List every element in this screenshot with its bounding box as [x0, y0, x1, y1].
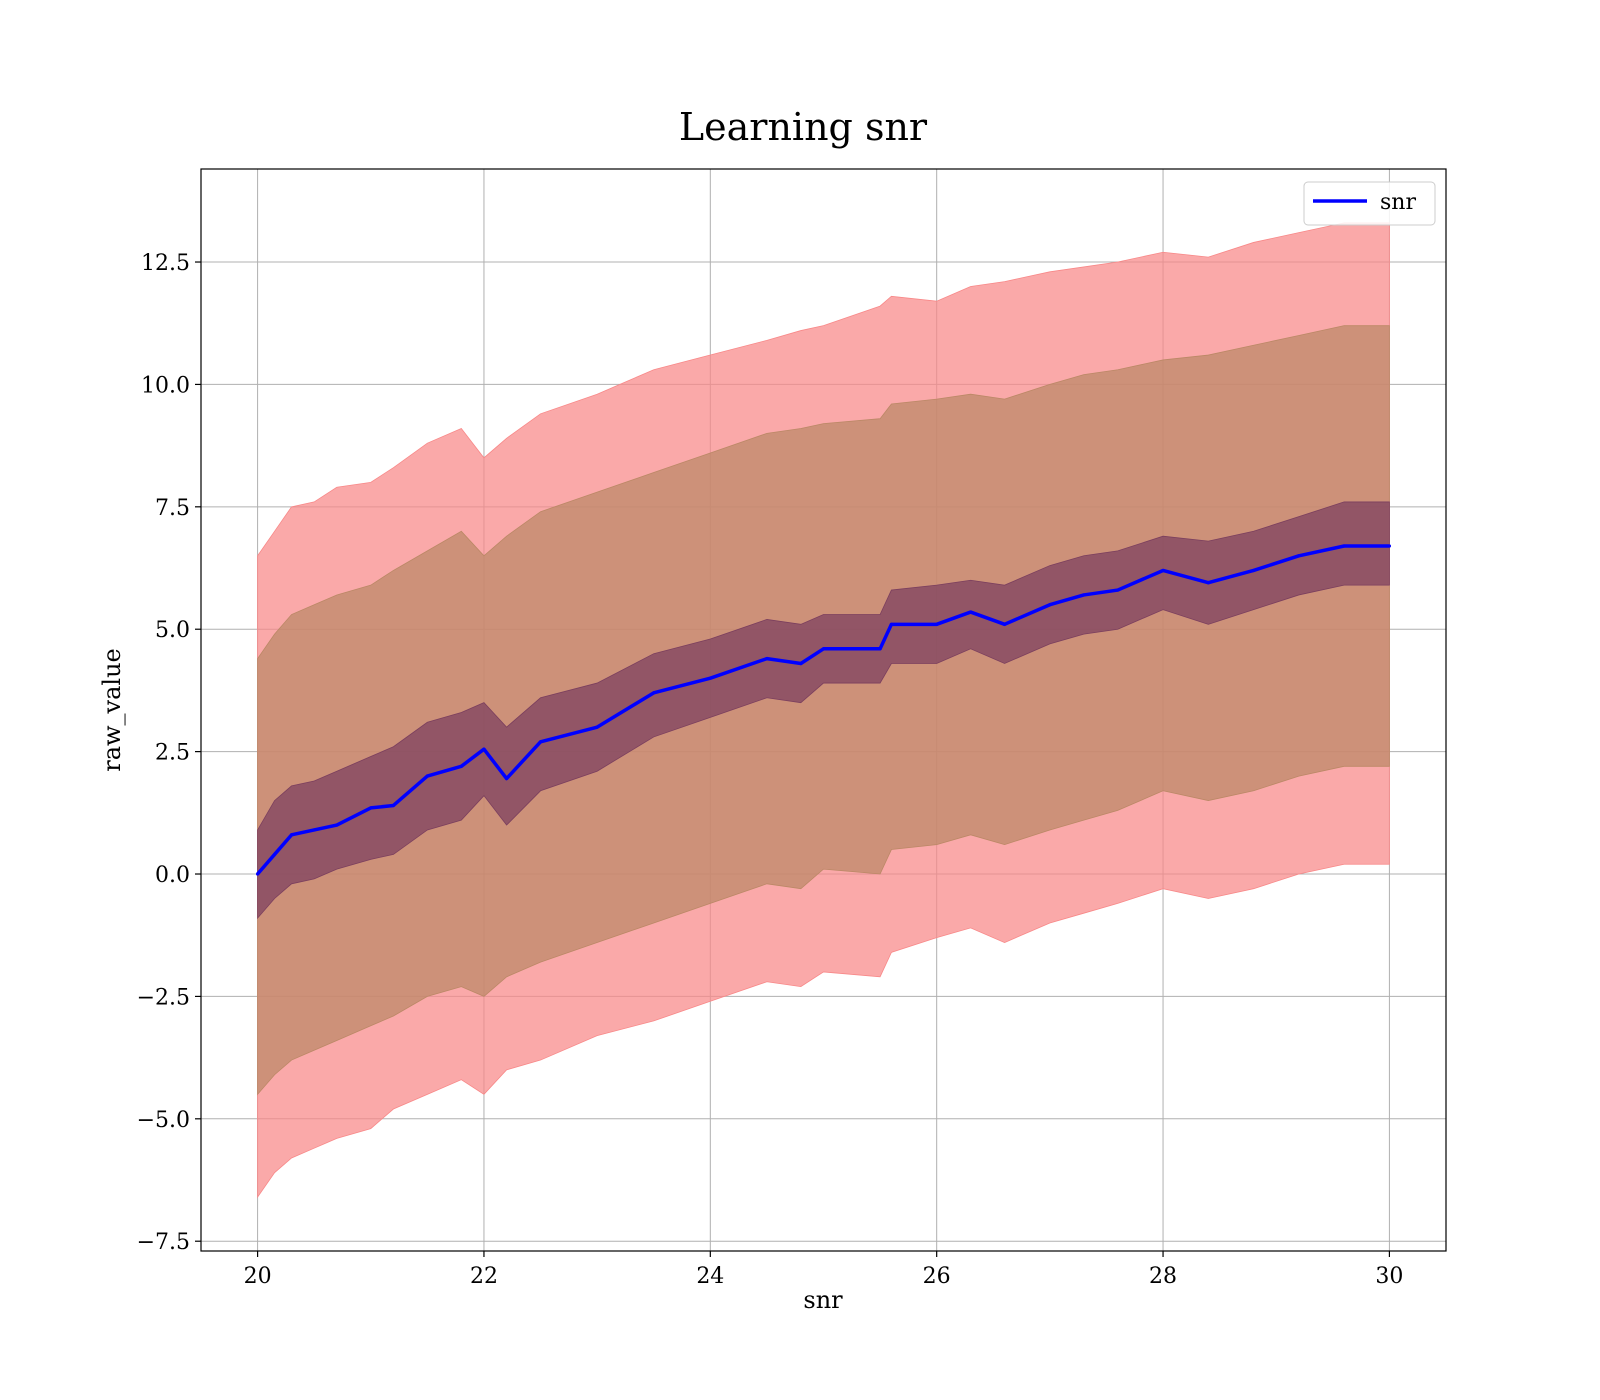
y-tick-label: 7.5: [155, 496, 190, 521]
data-point: [459, 764, 463, 768]
legend: snr: [1303, 181, 1436, 226]
legend-label-snr: snr: [1380, 190, 1416, 215]
data-point: [821, 647, 826, 651]
data-point: [312, 828, 316, 832]
y-tick-label: 2.5: [155, 741, 190, 766]
x-axis-ticks: 20 22 24 26 28 30: [244, 1251, 1403, 1289]
x-tick-label: 28: [1149, 1264, 1177, 1289]
x-axis-label: snr: [803, 1286, 843, 1314]
confidence-bands: [257, 222, 1390, 1199]
data-point: [1082, 593, 1086, 597]
data-point: [482, 747, 486, 751]
x-tick-label: 30: [1375, 1264, 1403, 1289]
y-axis-label: raw_value: [98, 648, 126, 772]
data-point: [969, 610, 973, 614]
data-point: [765, 656, 769, 661]
y-tick-label: 12.5: [141, 251, 190, 276]
data-point: [255, 872, 260, 876]
data-point: [1116, 588, 1120, 592]
data-point: [335, 823, 339, 827]
data-point: [652, 691, 656, 695]
data-point: [504, 776, 509, 781]
data-point: [1297, 554, 1301, 558]
x-tick-label: 24: [696, 1264, 724, 1289]
y-tick-label: −7.5: [137, 1230, 190, 1255]
data-point: [369, 806, 373, 810]
data-point: [878, 647, 882, 651]
data-point: [425, 774, 429, 778]
x-tick-label: 22: [470, 1264, 498, 1289]
y-axis-ticks: −7.5 −5.0 −2.5 0.0 2.5 5.0 7.5 10.0 12.5: [137, 251, 201, 1255]
data-point: [708, 676, 712, 680]
data-point: [889, 622, 894, 626]
band-middle: [257, 325, 1390, 1096]
x-tick-label: 26: [923, 1264, 951, 1289]
data-point: [1251, 568, 1256, 573]
data-point: [595, 725, 599, 729]
band-inner: [257, 501, 1390, 920]
y-tick-label: 5.0: [155, 618, 190, 643]
data-point: [1206, 581, 1210, 585]
series-line-snr: [256, 544, 1390, 876]
data-point: [1387, 544, 1392, 548]
chart-title: Learning snr: [679, 105, 928, 149]
data-point: [289, 833, 294, 837]
data-point: [1161, 568, 1165, 573]
data-point: [272, 852, 277, 857]
data-point: [1002, 622, 1007, 626]
data-point: [1048, 603, 1052, 607]
y-tick-label: 10.0: [141, 373, 190, 398]
legend-box: [1303, 181, 1436, 226]
series-lines: [255, 544, 1392, 876]
data-point: [1342, 544, 1346, 548]
y-tick-label: 0.0: [155, 863, 190, 888]
y-tick-label: −5.0: [137, 1108, 190, 1133]
y-tick-label: −2.5: [137, 985, 190, 1010]
x-tick-label: 20: [244, 1264, 272, 1289]
data-point: [538, 740, 543, 744]
data-point: [391, 803, 396, 808]
data-point: [935, 622, 939, 626]
data-point: [799, 661, 803, 666]
plot-frame: [200, 168, 1447, 1252]
